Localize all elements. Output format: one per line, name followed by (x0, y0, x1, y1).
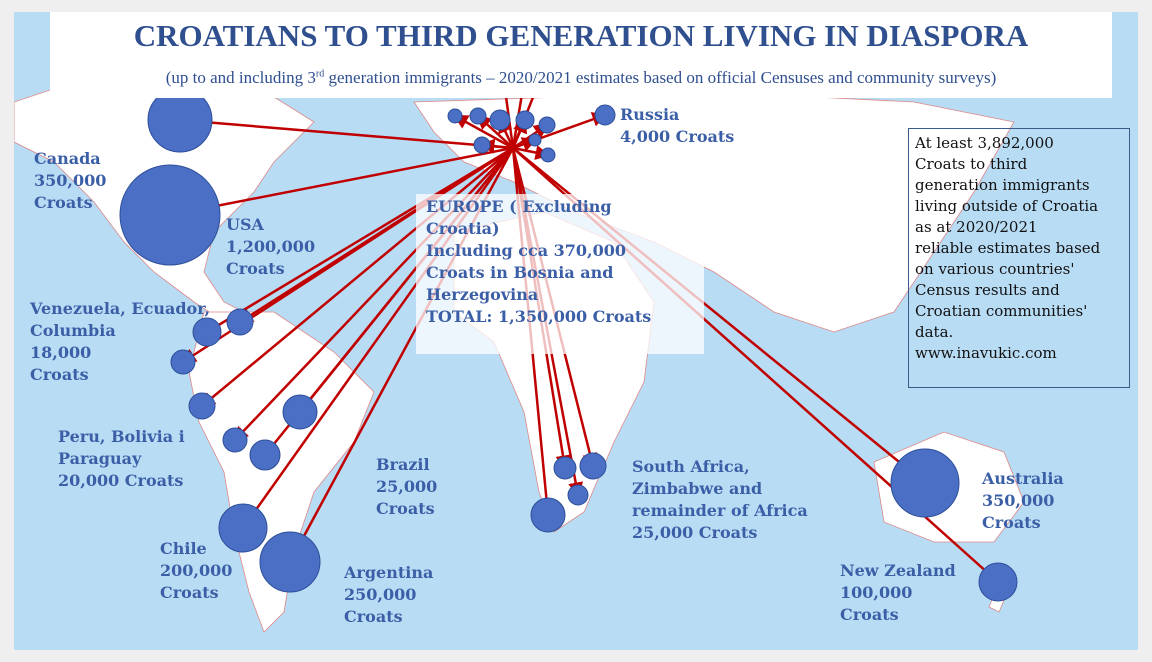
europe-box: EUROPE ( Excluding Croatia) Including cc… (416, 194, 704, 354)
label-usa: USA 1,200,000 Croats (226, 215, 316, 278)
population-circle (222, 427, 248, 453)
map-frame: CROATIANS TO THIRD GENERATION LIVING IN … (14, 12, 1138, 650)
population-circle (226, 308, 254, 336)
population-circle (530, 497, 566, 533)
population-circle (469, 107, 487, 125)
migration-arrow (200, 147, 514, 408)
migration-arrow (177, 113, 514, 150)
label-brazil: Brazil 25,000 Croats (376, 455, 438, 518)
label-venezuela: Venezuela, Ecuador, Columbia 18,000 Croa… (30, 299, 211, 384)
label-chile: Chile 200,000 Croats (160, 539, 233, 602)
population-circle (890, 448, 960, 518)
population-circle (119, 164, 221, 266)
total-note-box: At least 3,892,000 Croats to third gener… (908, 128, 1130, 388)
migration-arrow (452, 114, 514, 150)
label-argentina: Argentina 250,000 Croats (344, 563, 434, 626)
population-circle (447, 108, 463, 124)
population-circle (282, 394, 318, 430)
population-circle (540, 147, 556, 163)
subtitle-text-2: generation immigrants – 2020/2021 estima… (324, 68, 997, 87)
population-circle (473, 136, 491, 154)
population-circle (489, 109, 511, 131)
label-russia: Russia 4,000 Croats (620, 105, 735, 146)
label-africa: South Africa, Zimbabwe and remainder of … (632, 457, 808, 542)
migration-arrow (298, 147, 514, 414)
page-title: CROATIANS TO THIRD GENERATION LIVING IN … (133, 18, 1029, 53)
subtitle-text: (up to and including 3 (165, 68, 316, 87)
population-circle (218, 503, 268, 553)
population-circle (249, 439, 281, 471)
label-europe: EUROPE ( Excluding Croatia) Including cc… (426, 197, 652, 326)
population-circle (170, 349, 196, 375)
circles (119, 87, 1018, 602)
label-canada: Canada 350,000 Croats (34, 149, 107, 212)
population-circle (188, 392, 216, 420)
population-circle (538, 116, 556, 134)
population-circle (515, 110, 535, 130)
subtitle: (up to and including 3rd generation immi… (50, 68, 1112, 88)
migration-arrow (204, 146, 514, 334)
total-note: At least 3,892,000 Croats to third gener… (915, 134, 1101, 362)
migration-arrow (167, 146, 514, 220)
label-peru: Peru, Bolivia i Paraguay 20,000 Croats (58, 427, 185, 490)
population-circle (579, 452, 607, 480)
population-circle (594, 104, 616, 126)
label-australia: Australia 350,000 Croats (982, 469, 1064, 532)
population-circle (192, 317, 222, 347)
subtitle-sup: rd (315, 68, 325, 80)
population-circle (553, 456, 577, 480)
arrows (167, 81, 1000, 584)
population-circle (259, 531, 321, 593)
label-new-zealand: New Zealand 100,000 Croats (840, 561, 956, 624)
population-circle (528, 133, 542, 147)
population-circle (978, 562, 1018, 602)
population-circle (567, 484, 589, 506)
title-box: CROATIANS TO THIRD GENERATION LIVING IN … (50, 12, 1112, 98)
world-map (14, 81, 1025, 633)
